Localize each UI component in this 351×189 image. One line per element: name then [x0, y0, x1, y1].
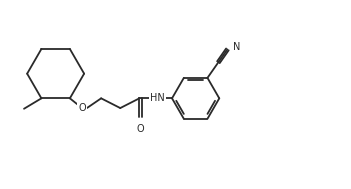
Text: O: O	[137, 124, 145, 134]
Text: N: N	[233, 42, 240, 52]
Text: O: O	[78, 103, 86, 113]
Text: HN: HN	[150, 93, 165, 103]
